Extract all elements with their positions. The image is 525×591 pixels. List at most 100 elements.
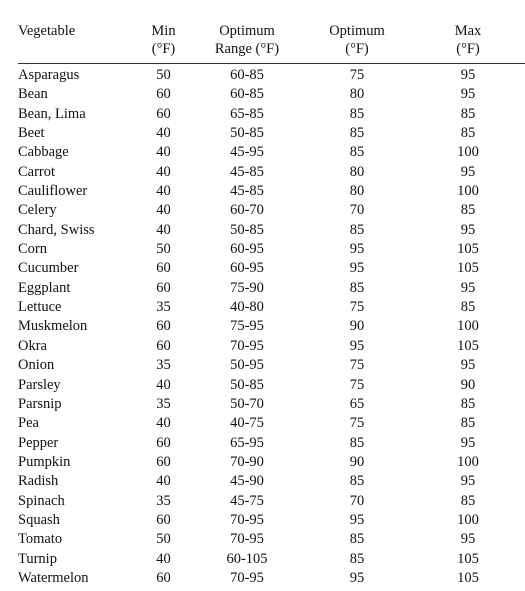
cell-max: 85 — [460, 202, 476, 219]
cell-vegetable: Bean, Lima — [18, 105, 86, 122]
cell-optimum: 95 — [349, 241, 365, 258]
table-row: Eggplant 60 75-90 85 95 — [18, 279, 525, 298]
cell-vegetable: Cabbage — [18, 144, 69, 161]
cell-optimum-range: 75-95 — [230, 318, 264, 335]
cell-optimum-range: 40-80 — [230, 299, 264, 316]
cell-optimum: 85 — [349, 550, 365, 567]
cell-min: 40 — [156, 415, 171, 432]
table-row: Parsnip 35 50-70 65 85 — [18, 395, 525, 414]
temperature-table-container: Vegetable Min (°F) Optimum Range (°F) Op… — [18, 22, 525, 588]
cell-optimum: 75 — [349, 357, 365, 374]
cell-optimum-range: 70-95 — [230, 569, 264, 586]
cell-vegetable: Turnip — [18, 550, 57, 567]
cell-optimum: 95 — [349, 569, 365, 586]
cell-optimum-range: 60-70 — [230, 202, 264, 219]
cell-max: 85 — [460, 105, 476, 122]
cell-optimum: 95 — [349, 337, 365, 354]
cell-vegetable: Onion — [18, 357, 55, 374]
cell-min: 60 — [156, 434, 171, 451]
cell-min: 40 — [156, 144, 171, 161]
cell-optimum-range: 70-95 — [230, 511, 264, 528]
cell-min: 60 — [156, 260, 171, 277]
table-row: Asparagus 50 60-85 75 95 — [18, 64, 525, 86]
table-row: Cucumber 60 60-95 95 105 — [18, 259, 525, 278]
cell-vegetable: Watermelon — [18, 569, 89, 586]
cell-vegetable: Squash — [18, 511, 60, 528]
cell-min: 40 — [156, 202, 171, 219]
cell-optimum: 95 — [349, 260, 365, 277]
table-row: Tomato 50 70-95 85 95 — [18, 530, 525, 549]
cell-optimum: 75 — [349, 299, 365, 316]
table-row: Spinach 35 45-75 70 85 — [18, 492, 525, 511]
cell-optimum: 85 — [349, 473, 365, 490]
cell-max: 95 — [460, 163, 476, 180]
cell-optimum-range: 50-85 — [230, 221, 264, 238]
cell-vegetable: Muskmelon — [18, 318, 88, 335]
cell-optimum-range: 60-85 — [230, 86, 264, 103]
table-row: Cabbage 40 45-95 85 100 — [18, 143, 525, 162]
cell-max: 95 — [460, 67, 476, 83]
cell-vegetable: Pea — [18, 415, 39, 432]
cell-max: 95 — [460, 221, 476, 238]
table-row: Corn 50 60-95 95 105 — [18, 240, 525, 259]
cell-max: 85 — [460, 125, 476, 142]
cell-min: 60 — [156, 105, 171, 122]
cell-max: 100 — [457, 318, 479, 335]
cell-optimum: 90 — [349, 453, 365, 470]
cell-min: 60 — [156, 318, 171, 335]
cell-vegetable: Bean — [18, 86, 48, 103]
cell-max: 105 — [457, 569, 479, 586]
cell-max: 105 — [457, 241, 479, 258]
cell-max: 85 — [460, 395, 476, 412]
cell-min: 35 — [156, 492, 171, 509]
cell-min: 40 — [156, 550, 171, 567]
cell-min: 50 — [156, 531, 171, 548]
cell-optimum-range: 70-95 — [230, 337, 264, 354]
cell-max: 105 — [457, 550, 479, 567]
cell-optimum-range: 75-90 — [230, 279, 264, 296]
cell-optimum-range: 60-95 — [230, 241, 264, 258]
cell-min: 50 — [156, 241, 171, 258]
cell-min: 35 — [156, 299, 171, 316]
cell-optimum-range: 50-70 — [230, 395, 264, 412]
cell-vegetable: Carrot — [18, 163, 56, 180]
table-row: Watermelon 60 70-95 95 105 — [18, 569, 525, 588]
cell-max: 95 — [460, 531, 476, 548]
cell-min: 60 — [156, 569, 171, 586]
table-row: Radish 40 45-90 85 95 — [18, 472, 525, 491]
header-min: Min (°F) — [136, 22, 191, 64]
cell-optimum: 95 — [349, 511, 365, 528]
cell-min: 60 — [156, 279, 171, 296]
cell-optimum-range: 45-95 — [230, 144, 264, 161]
cell-vegetable: Spinach — [18, 492, 65, 509]
cell-optimum-range: 45-75 — [230, 492, 264, 509]
cell-max: 95 — [460, 434, 476, 451]
cell-optimum-range: 40-75 — [230, 415, 264, 432]
table-row: Beet 40 50-85 85 85 — [18, 124, 525, 143]
table-row: Carrot 40 45-85 80 95 — [18, 163, 525, 182]
cell-min: 40 — [156, 163, 171, 180]
table-row: Parsley 40 50-85 75 90 — [18, 376, 525, 395]
table-row: Bean, Lima 60 65-85 85 85 — [18, 105, 525, 124]
cell-min: 60 — [156, 86, 171, 103]
cell-optimum-range: 50-95 — [230, 357, 264, 374]
cell-vegetable: Tomato — [18, 531, 63, 548]
cell-min: 40 — [156, 125, 171, 142]
cell-max: 85 — [460, 299, 476, 316]
cell-optimum: 70 — [349, 492, 365, 509]
table-row: Muskmelon 60 75-95 90 100 — [18, 317, 525, 336]
cell-optimum: 85 — [349, 279, 365, 296]
cell-max: 95 — [460, 279, 476, 296]
cell-min: 40 — [156, 221, 171, 238]
cell-optimum-range: 45-85 — [230, 163, 264, 180]
header-optimum: Optimum (°F) — [303, 22, 411, 64]
cell-optimum: 85 — [349, 531, 365, 548]
vegetable-temperature-table: Vegetable Min (°F) Optimum Range (°F) Op… — [18, 22, 525, 588]
cell-vegetable: Beet — [18, 125, 45, 142]
table-row: Onion 35 50-95 75 95 — [18, 356, 525, 375]
cell-vegetable: Asparagus — [18, 67, 80, 83]
cell-optimum: 75 — [349, 67, 365, 83]
cell-optimum-range: 45-90 — [230, 473, 264, 490]
cell-vegetable: Pumpkin — [18, 453, 71, 470]
table-row: Chard, Swiss 40 50-85 85 95 — [18, 221, 525, 240]
